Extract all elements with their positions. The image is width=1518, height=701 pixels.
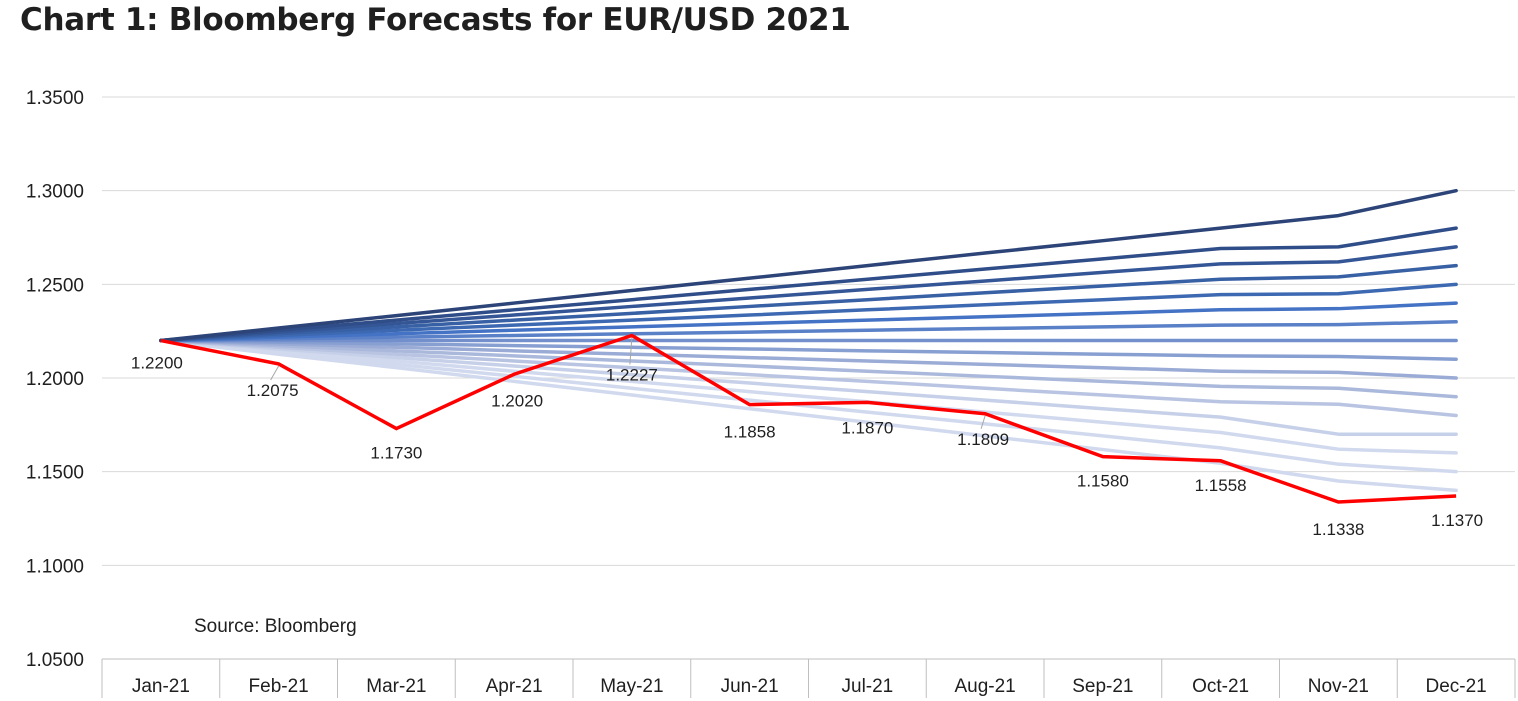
data-label-leader xyxy=(980,415,986,429)
forecast-series-line xyxy=(159,282,1458,343)
data-label: 1.1558 xyxy=(1195,476,1247,495)
forecast-series-line xyxy=(159,301,1458,343)
y-tick-label: 1.2500 xyxy=(26,275,84,296)
forecast-series-line xyxy=(159,338,1458,418)
x-tick-label: Sep-21 xyxy=(1072,676,1133,697)
y-tick-label: 1.3000 xyxy=(26,182,84,203)
x-tick-label: Mar-21 xyxy=(366,676,426,697)
forecast-series-line xyxy=(159,338,1458,362)
forecast-series-line xyxy=(159,338,1458,474)
data-label: 1.1858 xyxy=(724,423,776,442)
forecast-series-line xyxy=(159,320,1458,343)
forecast-series-line xyxy=(159,188,1458,343)
forecast-series-line xyxy=(159,263,1458,343)
x-tick-label: Dec-21 xyxy=(1426,676,1487,697)
x-tick-label: Feb-21 xyxy=(249,676,309,697)
data-label-leader xyxy=(270,365,280,381)
data-label: 1.1370 xyxy=(1431,511,1483,530)
forecast-series-line xyxy=(159,338,1458,493)
x-tick-label: Jun-21 xyxy=(721,676,779,697)
x-tick-label: Oct-21 xyxy=(1192,676,1249,697)
forecast-series-line xyxy=(159,226,1458,343)
forecast-series-line xyxy=(159,338,1458,380)
x-tick-label: Aug-21 xyxy=(954,676,1015,697)
data-label: 1.2075 xyxy=(247,381,299,400)
x-tick-label: Nov-21 xyxy=(1308,676,1369,697)
forecast-series-line xyxy=(159,338,1458,455)
x-tick-label: Jul-21 xyxy=(842,676,894,697)
data-label: 1.1580 xyxy=(1077,472,1129,491)
y-tick-label: 1.0500 xyxy=(26,650,84,671)
forecast-series-line xyxy=(159,338,1458,399)
forecast-series-line xyxy=(159,338,1458,436)
data-label: 1.1730 xyxy=(370,444,422,463)
x-tick-label: Apr-21 xyxy=(486,676,543,697)
data-label: 1.2200 xyxy=(131,354,183,373)
forecast-series-line xyxy=(159,245,1458,343)
x-tick-label: Jan-21 xyxy=(132,676,190,697)
chart-title: Chart 1: Bloomberg Forecasts for EUR/USD… xyxy=(20,2,851,38)
data-label: 1.1338 xyxy=(1312,520,1364,539)
data-label: 1.2020 xyxy=(491,391,543,410)
y-tick-label: 1.3500 xyxy=(26,88,84,109)
y-tick-label: 1.1000 xyxy=(26,556,84,577)
x-tick-label: May-21 xyxy=(600,676,663,697)
data-label: 1.1870 xyxy=(841,418,893,437)
y-tick-label: 1.1500 xyxy=(26,463,84,484)
y-tick-label: 1.2000 xyxy=(26,369,84,390)
data-label: 1.2227 xyxy=(606,365,658,384)
actual-series-line xyxy=(160,333,1457,504)
data-label-leader xyxy=(629,337,633,365)
source-note: Source: Bloomberg xyxy=(194,616,357,637)
data-label: 1.1809 xyxy=(957,430,1009,449)
